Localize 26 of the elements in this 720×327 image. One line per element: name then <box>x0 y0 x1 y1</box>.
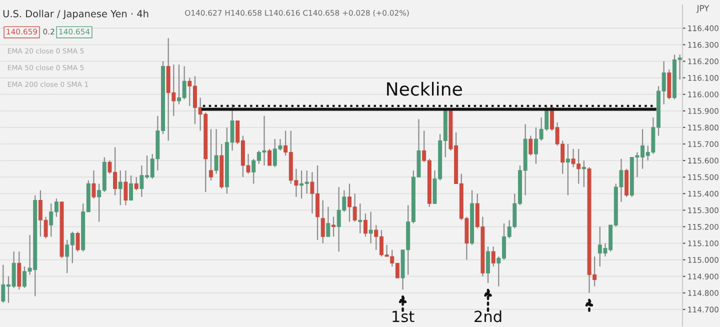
ref-line-label: Neckline <box>387 82 462 96</box>
candlestick <box>363 212 368 238</box>
candlestick <box>17 250 22 290</box>
candlestick <box>76 231 80 252</box>
candlestick <box>208 128 213 181</box>
y-axis-title: JPY <box>696 5 710 13</box>
candlestick <box>491 246 496 267</box>
candlestick <box>368 211 373 244</box>
candlestick <box>214 128 218 174</box>
candlestick <box>326 206 330 238</box>
candlestick <box>320 200 325 244</box>
candlestick <box>134 176 138 191</box>
annotation: 1st <box>392 310 414 322</box>
candlestick <box>118 170 122 206</box>
candlestick <box>124 170 128 206</box>
candlestick <box>92 170 96 200</box>
candlestick <box>566 143 570 196</box>
annotation: 2nd <box>474 310 502 322</box>
chart-title: U.S. Dollar / Japanese Yen · 4h <box>3 10 148 20</box>
candlestick <box>528 135 533 156</box>
candlestick <box>332 216 336 238</box>
candlestick <box>486 246 490 284</box>
candlestick <box>268 148 272 166</box>
candlestick <box>358 203 362 234</box>
candlestick <box>582 160 586 188</box>
candlestick <box>129 174 134 201</box>
